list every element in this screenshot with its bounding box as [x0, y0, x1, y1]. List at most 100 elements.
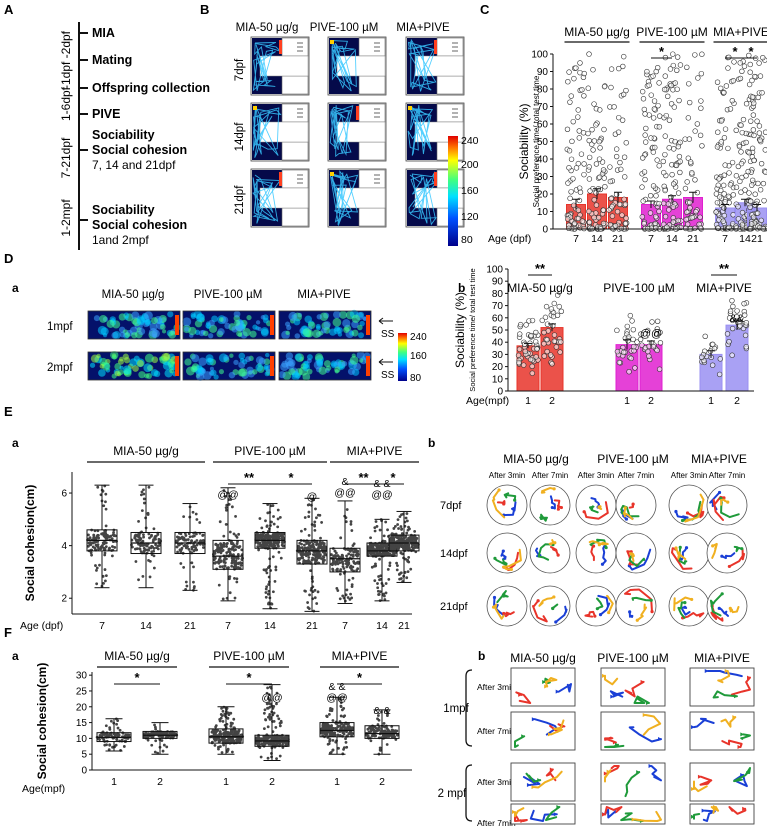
data-point: [174, 539, 178, 543]
fish-position: [509, 567, 513, 572]
data-point: [609, 203, 615, 210]
data-point: [721, 172, 727, 178]
data-point: [345, 565, 349, 569]
data-point: [276, 525, 280, 529]
data-point: [352, 550, 356, 554]
data-point: [581, 93, 587, 99]
data-point: [382, 730, 386, 734]
data-point: [199, 539, 203, 543]
tank-density-spot: [291, 372, 300, 381]
x-tick-label: 21: [612, 233, 624, 245]
maze-gap: [414, 55, 464, 77]
tank-density-spot: [218, 353, 228, 363]
data-point: [755, 94, 761, 101]
data-point: [396, 546, 400, 550]
data-point: [268, 713, 272, 716]
data-point: [279, 556, 283, 560]
data-point: [198, 521, 202, 524]
maze-trajectory: [252, 42, 282, 92]
annotation-label: & &: [329, 681, 346, 693]
data-point: [750, 127, 757, 133]
data-point: [136, 540, 139, 543]
data-point: [596, 138, 602, 145]
data-point: [231, 721, 234, 725]
data-point: [553, 344, 560, 350]
tank-frame: [182, 351, 276, 381]
tank-heatmap: [87, 350, 181, 381]
data-point: [137, 535, 141, 539]
data-point: [686, 136, 693, 142]
fish-position: [607, 610, 611, 615]
data-point: [630, 336, 636, 343]
group-label: MIA+PIVE: [713, 25, 767, 39]
data-point: [762, 129, 767, 135]
maze-hotspot: [279, 172, 282, 186]
data-point: [230, 541, 233, 545]
y-tick-label: 100: [531, 50, 548, 61]
tank-density-spot: [334, 366, 341, 373]
data-point: [597, 145, 603, 151]
data-point: [228, 494, 232, 498]
data-point: [396, 523, 400, 526]
data-point: [133, 547, 137, 551]
tank-density-spot: [162, 361, 172, 370]
data-point: [273, 579, 277, 583]
data-point: [334, 560, 338, 564]
data-point: [224, 494, 228, 498]
fish-position: [493, 556, 497, 560]
fish-position: [598, 613, 603, 617]
trajectory-panel-adult: MIA-50 µg/g PIVE-100 µM MIA+PIVE After 3min…: [438, 651, 755, 826]
tank-density-spot: [119, 365, 124, 370]
traj-col-label: After 7min: [618, 471, 654, 480]
tank-heatmap: [278, 309, 372, 340]
chart-C-sociability-larvae: 0 10 20 30 40 50 60 70 80 90 100 Sociability (%) Soc…: [488, 25, 767, 245]
data-point: [351, 726, 354, 730]
data-point: [272, 711, 276, 715]
y-axis-label: Social cohesion(cm): [35, 663, 49, 780]
data-point: [405, 576, 409, 580]
data-point: [179, 562, 183, 565]
tank-density-spot: [323, 360, 331, 368]
maze-gap: [336, 55, 386, 77]
traj-row-label: 14dpf: [440, 548, 468, 560]
fish-position: [711, 544, 715, 548]
tank-density-spot: [255, 356, 264, 365]
data-point: [650, 115, 657, 121]
data-point: [216, 549, 220, 553]
data-point: [687, 159, 694, 165]
data-point: [379, 553, 383, 556]
data-point: [316, 590, 320, 594]
data-point: [350, 568, 354, 572]
data-point: [748, 198, 754, 205]
fish-position: [685, 518, 689, 522]
data-point: [193, 545, 197, 549]
data-point: [601, 83, 608, 90]
traj-col-label: After 3min: [477, 777, 516, 787]
x-tick-label: 14: [666, 233, 678, 245]
data-point: [601, 175, 607, 181]
tank-density-spot: [229, 353, 234, 358]
data-point: [164, 731, 167, 735]
data-point: [96, 545, 100, 549]
data-point: [521, 362, 527, 368]
tank-density-spot: [294, 333, 301, 339]
data-point: [139, 544, 142, 548]
data-point: [388, 561, 392, 565]
data-point: [221, 719, 225, 723]
annotation-label: @@: [261, 692, 282, 704]
data-point: [339, 536, 343, 540]
data-point: [274, 568, 278, 572]
data-point: [372, 551, 376, 555]
data-point: [608, 84, 614, 91]
data-point: [335, 568, 339, 572]
data-point: [180, 546, 184, 550]
data-point: [143, 543, 147, 547]
maze-side-chamber: [281, 169, 309, 189]
tank-density-spot: [239, 357, 245, 363]
maze-trajectory: [252, 105, 282, 158]
data-point: [220, 707, 223, 710]
data-point: [586, 51, 592, 57]
data-point: [342, 715, 346, 719]
data-point: [341, 565, 345, 568]
tank-density-spot: [249, 330, 257, 338]
